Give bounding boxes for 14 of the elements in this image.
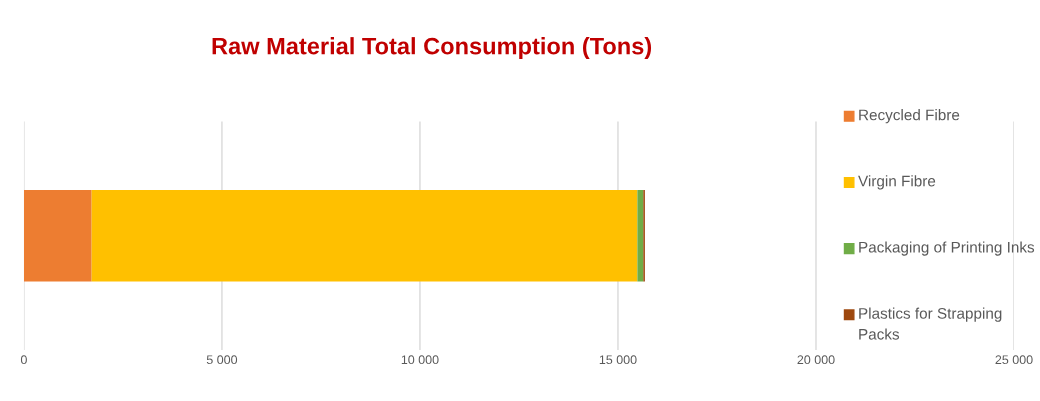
x-tick-label: 20 000 <box>797 355 835 365</box>
x-tick-label: 5 000 <box>206 355 238 365</box>
x-tick-label: 0 <box>20 355 27 365</box>
legend-label: Plastics for Strapping Packs <box>859 307 1002 340</box>
bar <box>23 190 92 282</box>
chart-title: Raw Material Total Consumption (Tons) <box>212 37 652 60</box>
x-tick-label: 15 000 <box>599 355 637 365</box>
legend-label: Recycled Fibre <box>859 109 960 124</box>
bar <box>91 190 638 282</box>
legend-label: Virgin Fibre <box>858 175 936 190</box>
bar <box>637 190 644 282</box>
legend-label: Packaging of Printing Inks <box>859 241 1035 256</box>
x-tick-label: 10 000 <box>401 355 439 365</box>
x-tick-label: 25 000 <box>995 355 1033 365</box>
